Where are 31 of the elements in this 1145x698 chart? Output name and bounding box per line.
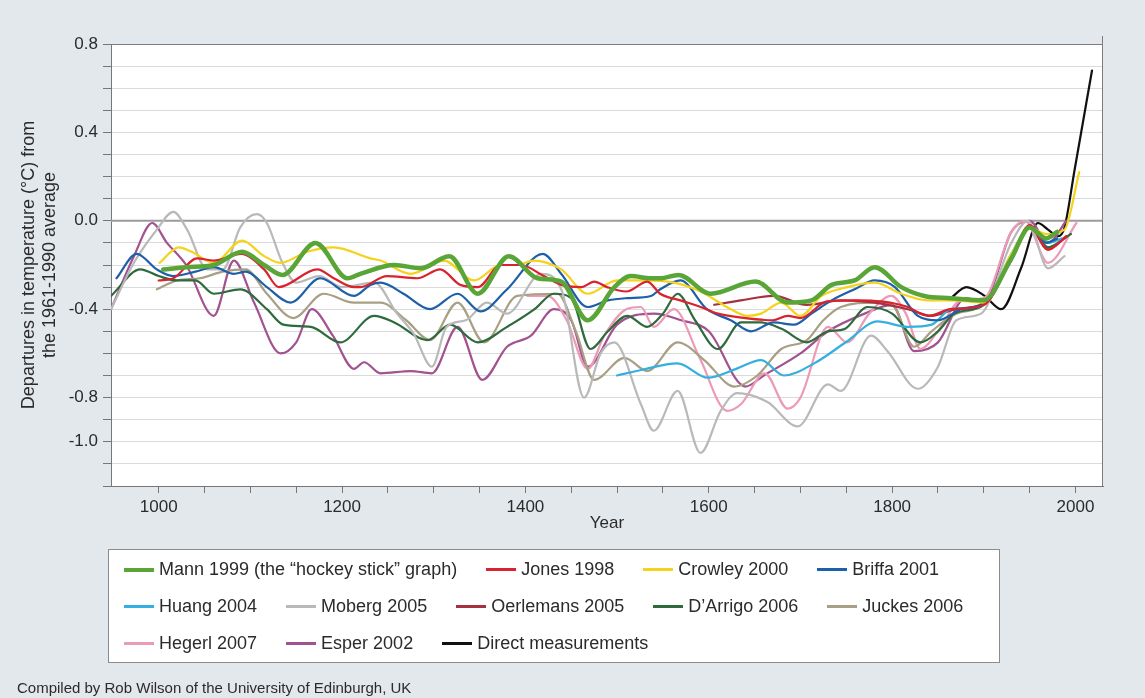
legend-label: Crowley 2000 (678, 559, 789, 580)
legend-label: Jones 1998 (521, 559, 615, 580)
line-series (526, 219, 1078, 412)
x-tick-label: 1600 (689, 496, 728, 516)
legend-label: Hegerl 2007 (159, 633, 258, 654)
line-series (949, 69, 1094, 311)
x-tick-label: 2000 (1056, 496, 1095, 516)
y-tick-label: -1.0 (68, 431, 98, 451)
y-tick-label: 0.8 (74, 33, 98, 53)
y-axis-title: Departures in temperature (°C) from the 1961-1990 average (17, 120, 60, 410)
y-tick-label: -0.8 (68, 387, 98, 407)
y-tick-label: 0.0 (74, 210, 98, 230)
x-tick-label: 1800 (873, 496, 912, 516)
legend-label: D’Arrigo 2006 (688, 596, 799, 617)
x-tick-label: 1000 (139, 496, 178, 516)
legend-label: Mann 1999 (the “hockey stick” graph) (159, 559, 458, 580)
legend-label: Briffa 2001 (852, 559, 940, 580)
line-series (111, 210, 1066, 454)
x-axis-title: Year (589, 513, 625, 533)
legend-label: Oerlemans 2005 (491, 596, 625, 617)
text: Compiled by Rob Wilson of the University of Edinburgh, UK (17, 679, 412, 696)
x-tick-label: 1400 (506, 496, 545, 516)
legend-label: Huang 2004 (159, 596, 258, 617)
line-series (158, 171, 1081, 317)
legend-label: Juckes 2006 (862, 596, 964, 617)
y-tick-label: -0.4 (68, 298, 98, 318)
legend-label: Moberg 2005 (321, 596, 428, 617)
x-tick-label: 1200 (323, 496, 361, 516)
legend-label: Direct measurements (477, 633, 649, 654)
y-tick-label: 0.4 (74, 122, 98, 142)
legend-label: Esper 2002 (321, 633, 414, 654)
